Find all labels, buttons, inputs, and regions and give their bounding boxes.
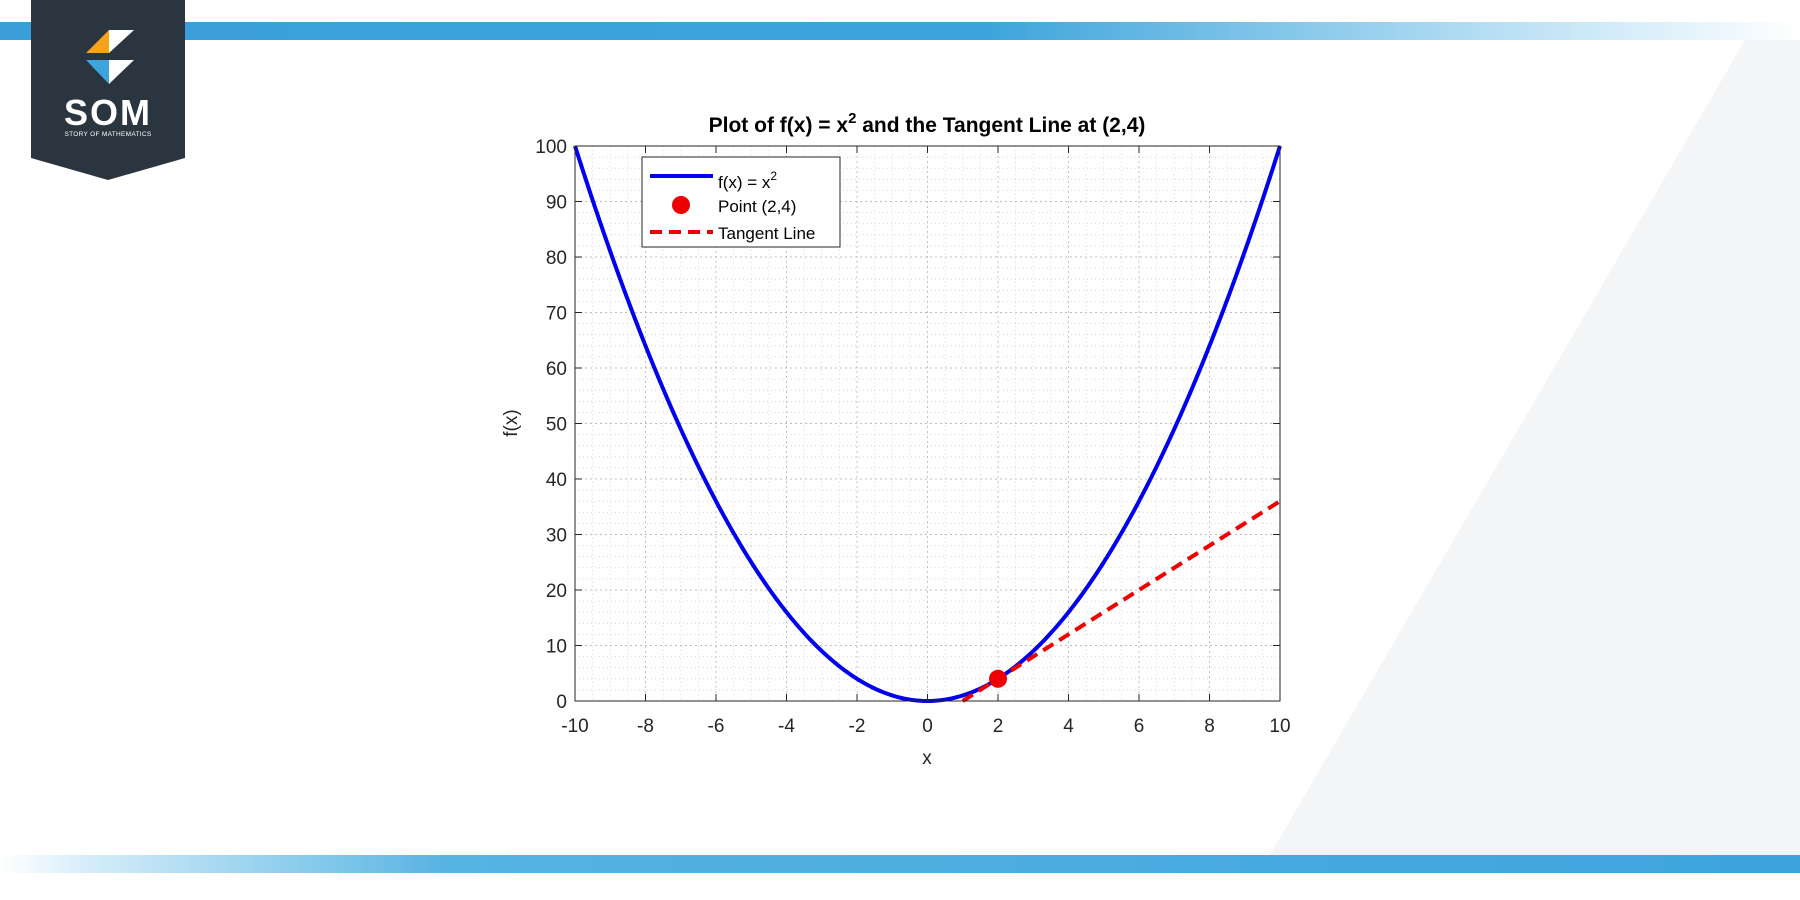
x-tick-label: -6	[708, 716, 725, 737]
y-axis-label: f(x)	[501, 409, 522, 436]
top-stripe	[0, 22, 1800, 40]
y-tick-label: 80	[546, 248, 567, 269]
chart-title: Plot of f(x) = x2 and the Tangent Line a…	[709, 110, 1146, 137]
x-tick-label: -10	[561, 716, 588, 737]
y-tick-label: 30	[546, 526, 567, 547]
title-main: Plot of f(x) = x	[709, 114, 849, 137]
y-tick-label: 90	[546, 193, 567, 214]
x-tick-label: -4	[778, 716, 795, 737]
x-tick-label: 10	[1269, 716, 1290, 737]
legend-label-point: Point (2,4)	[718, 197, 796, 216]
logo-subtitle: STORY OF MATHEMATICS	[64, 131, 152, 138]
x-axis-label: x	[922, 748, 932, 769]
legend-swatch-point	[672, 196, 690, 214]
x-tick-label: 6	[1134, 716, 1145, 737]
y-tick-label: 20	[546, 581, 567, 602]
x-tick-label: 8	[1204, 716, 1215, 737]
x-tick-label: 4	[1063, 716, 1074, 737]
x-tick-label: -2	[849, 716, 866, 737]
y-tick-label: 40	[546, 470, 567, 491]
x-tick-label: 0	[922, 716, 933, 737]
legend: f(x) = x2 Point (2,4) Tangent Line	[641, 156, 841, 248]
y-tick-label: 50	[546, 415, 567, 436]
legend-label-curve: f(x) = x2	[718, 169, 777, 192]
bottom-stripe	[0, 855, 1800, 873]
title-superscript: 2	[848, 110, 856, 127]
legend-curve-superscript: 2	[770, 169, 777, 183]
logo-text: SOM	[63, 92, 152, 133]
y-tick-label: 0	[556, 692, 567, 713]
title-suffix: and the Tangent Line at (2,4)	[856, 114, 1145, 137]
x-tick-label: -8	[637, 716, 654, 737]
y-tick-label: 70	[546, 304, 567, 325]
logo-badge	[31, 0, 185, 180]
y-tick-label: 10	[546, 637, 567, 658]
legend-curve-text: f(x) = x	[718, 173, 771, 192]
y-tick-label: 60	[546, 359, 567, 380]
som-logo: SOM STORY OF MATHEMATICS	[31, 0, 185, 180]
x-tick-label: 2	[993, 716, 1004, 737]
series-point-2-4	[989, 669, 1007, 688]
series-tangent-line	[961, 499, 1282, 703]
y-tick-label: 100	[535, 137, 567, 158]
legend-label-tangent: Tangent Line	[718, 224, 815, 243]
